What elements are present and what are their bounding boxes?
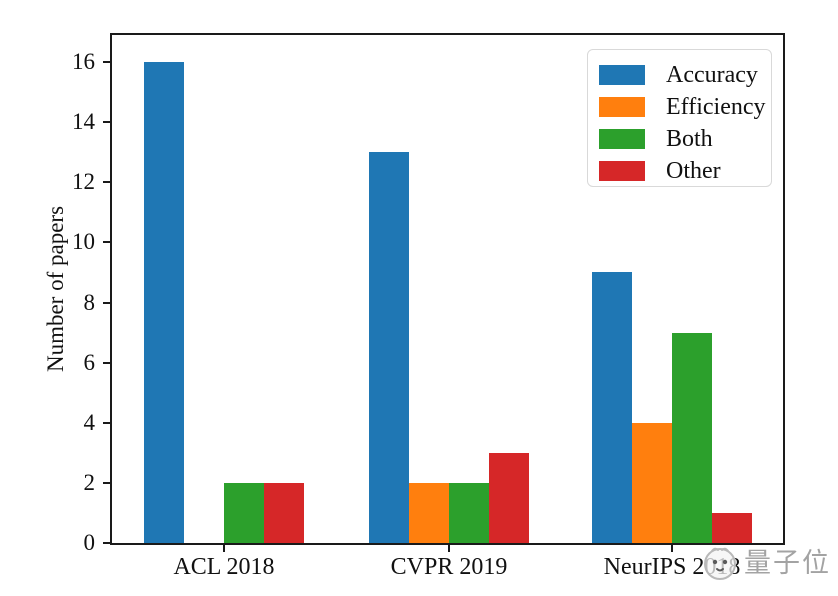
y-tick-mark (103, 61, 112, 64)
legend-item-other: Other (599, 155, 771, 186)
bar-accuracy-acl-2018 (144, 62, 184, 543)
y-tick-mark (103, 121, 112, 124)
y-tick-mark (103, 181, 112, 184)
y-tick-label: 6 (83, 349, 96, 375)
y-tick-label: 0 (83, 530, 96, 555)
y-tick-mark (103, 542, 112, 544)
bar-other-cvpr-2019 (489, 452, 529, 543)
x-tick-mark (448, 543, 450, 552)
legend-swatch-both (599, 128, 645, 149)
bar-efficiency-neurips-2018 (632, 422, 672, 543)
legend: Accuracy Efficiency Both Other (587, 49, 772, 187)
legend-swatch-accuracy (599, 64, 645, 85)
watermark-text: 量子位 (744, 547, 831, 578)
qbitai-face-icon (704, 547, 736, 580)
y-tick-label: 8 (83, 289, 96, 315)
y-tick-label: 16 (72, 49, 95, 75)
y-tick-label: 2 (83, 469, 96, 495)
x-tick-label-cvpr-2019: CVPR 2019 (390, 554, 508, 580)
y-tick-label: 14 (72, 109, 95, 135)
bar-other-acl-2018 (264, 482, 304, 543)
x-tick-mark (223, 543, 225, 552)
legend-item-accuracy: Accuracy (599, 59, 771, 90)
y-tick-label: 10 (72, 229, 95, 255)
legend-label: Accuracy (666, 61, 758, 88)
x-tick-mark (671, 543, 673, 552)
x-tick-label-acl-2018: ACL 2018 (173, 554, 275, 580)
y-tick-label: 12 (72, 169, 95, 195)
legend-label: Both (666, 125, 713, 152)
legend-label: Other (666, 157, 721, 184)
legend-item-efficiency: Efficiency (599, 91, 771, 122)
bar-both-cvpr-2019 (449, 482, 489, 543)
legend-swatch-other (599, 160, 645, 181)
y-tick-mark (103, 481, 112, 484)
legend-label: Efficiency (666, 93, 766, 120)
y-tick-mark (103, 421, 112, 424)
legend-item-both: Both (599, 123, 771, 154)
y-tick-mark (103, 361, 112, 364)
bar-both-acl-2018 (224, 482, 264, 543)
bar-accuracy-neurips-2018 (592, 272, 632, 543)
bar-both-neurips-2018 (672, 332, 712, 543)
bar-accuracy-cvpr-2019 (369, 152, 409, 543)
legend-swatch-efficiency (599, 96, 645, 117)
y-tick-mark (103, 301, 112, 304)
watermark: 量子位 (702, 545, 831, 581)
bar-other-neurips-2018 (712, 512, 752, 543)
y-tick-mark (103, 241, 112, 244)
y-tick-label: 4 (83, 409, 96, 435)
bar-efficiency-cvpr-2019 (409, 482, 449, 543)
